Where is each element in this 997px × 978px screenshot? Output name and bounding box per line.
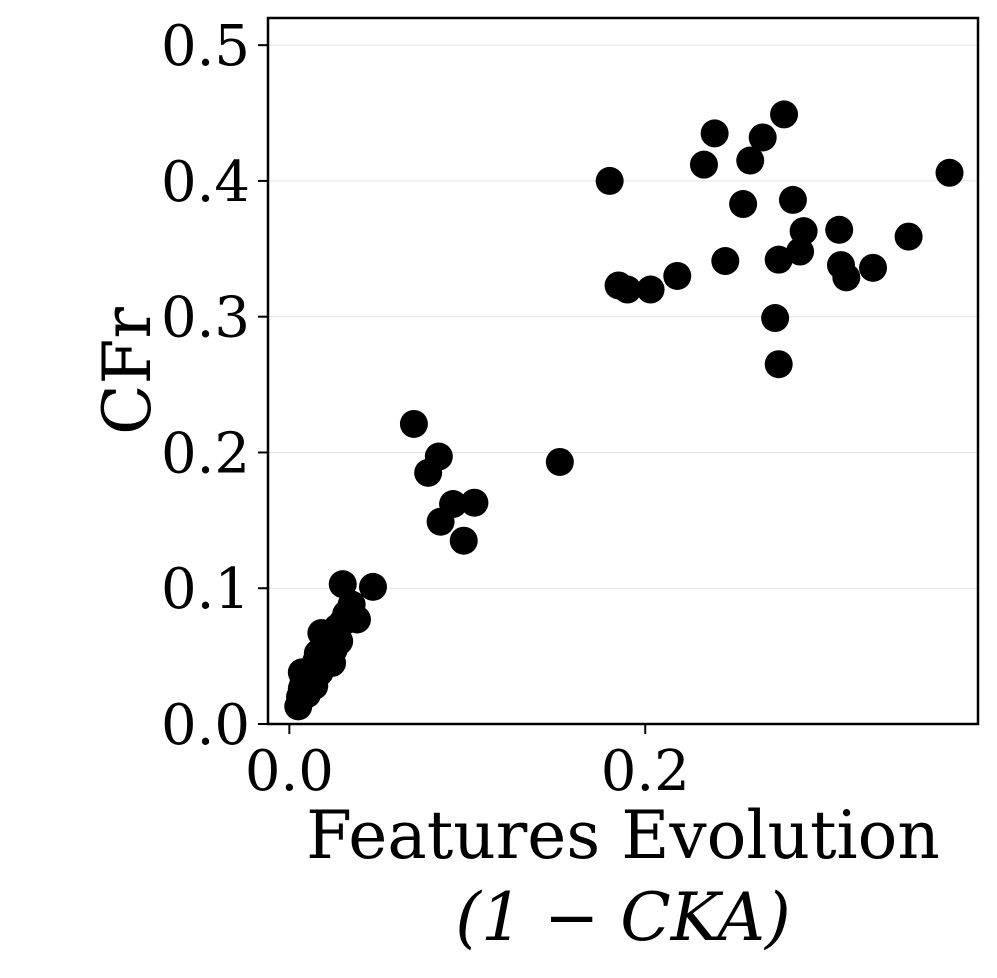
data-point (729, 190, 758, 219)
y-tick-label: 0.4 (161, 150, 250, 215)
data-point (663, 261, 692, 290)
plot-frame (266, 16, 980, 726)
y-tick-label: 0.0 (161, 693, 250, 758)
data-point (711, 247, 740, 276)
data-point (764, 245, 793, 274)
data-point (613, 275, 642, 304)
data-point (449, 526, 478, 555)
data-point (935, 158, 964, 187)
scatter-points (284, 100, 964, 721)
data-point (545, 447, 574, 476)
data-point (460, 488, 489, 517)
x-axis-title-formula: (1 − CKA) (455, 879, 791, 956)
data-point (825, 215, 854, 244)
y-axis-ticks: 0.0 0.1 0.2 0.3 0.4 0.5 (161, 14, 268, 758)
x-tick-label: 0.2 (601, 739, 690, 804)
data-point (328, 570, 357, 599)
grid-lines (268, 44, 978, 725)
data-point (689, 150, 718, 179)
data-point (700, 119, 729, 148)
x-axis-ticks: 0.0 0.2 (245, 724, 690, 804)
data-point (761, 304, 790, 333)
data-point (736, 146, 765, 175)
data-point (358, 572, 387, 601)
y-tick-label: 0.5 (161, 14, 250, 79)
data-point (764, 350, 793, 379)
x-tick-label: 0.0 (245, 739, 334, 804)
data-point (636, 275, 665, 304)
data-point (894, 222, 923, 251)
data-point (595, 166, 624, 195)
y-tick-label: 0.3 (161, 286, 250, 351)
data-point (859, 253, 888, 282)
data-point (439, 490, 468, 519)
data-point (832, 263, 861, 292)
y-tick-label: 0.2 (161, 421, 250, 486)
y-tick-label: 0.1 (161, 557, 250, 622)
y-axis-title: CFr (89, 307, 166, 435)
data-point (770, 100, 799, 129)
x-axis-title: Features Evolution (306, 797, 940, 874)
data-point (318, 648, 347, 677)
data-point (342, 605, 371, 634)
data-point (778, 185, 807, 214)
data-point (748, 123, 777, 152)
data-point (424, 442, 453, 471)
data-point (399, 409, 428, 438)
data-point (789, 217, 818, 246)
